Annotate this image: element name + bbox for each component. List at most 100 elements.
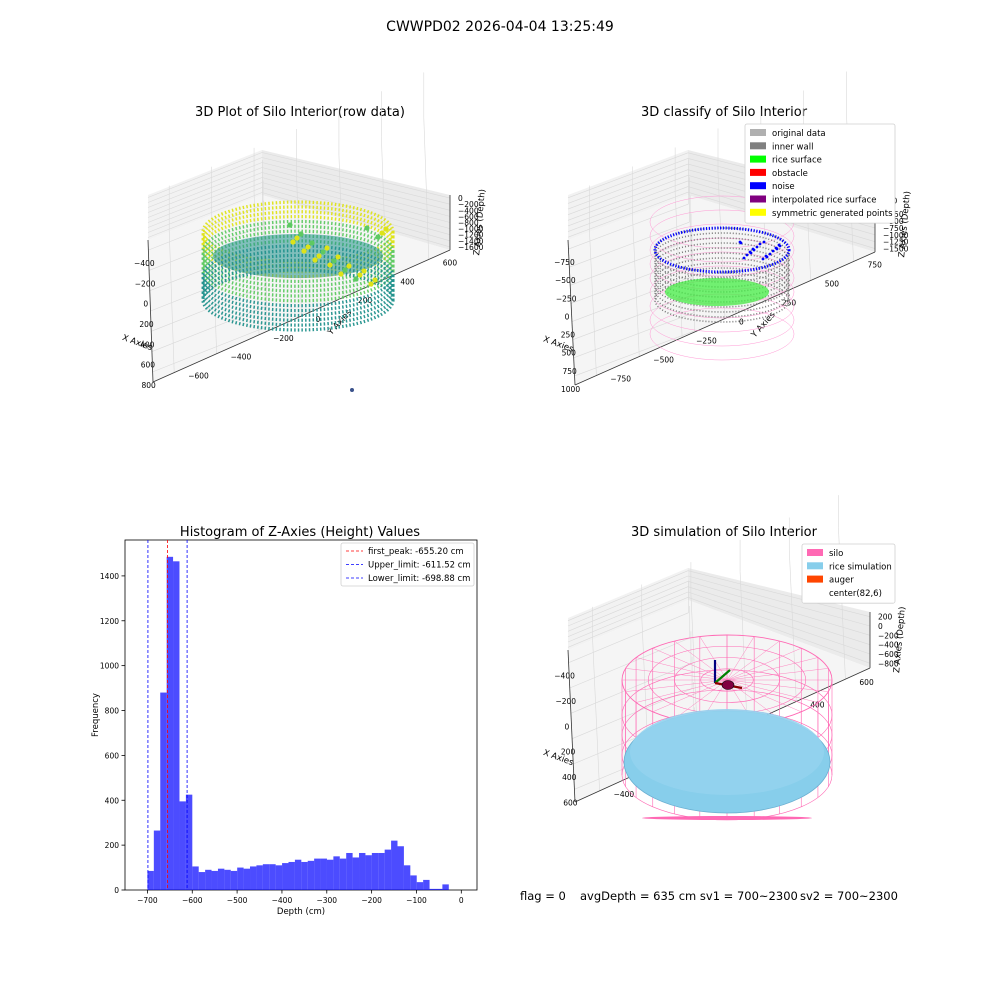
x-tick-label: 500 [562,349,577,358]
histogram-bar [378,852,385,890]
histogram-bar [262,864,270,890]
histogram-bar [224,869,231,890]
rice-point [320,249,326,255]
rice-point [287,222,293,228]
silo-roof-spoke [625,668,728,681]
rice-point [338,271,344,277]
rice-point [372,277,378,283]
z-grid-line-side [687,570,871,617]
symmetric-ring [649,209,795,263]
raw-3d-scene: −400−2000200400600800−600−400−2000200400… [121,72,488,392]
legend-swatch [750,208,766,216]
histogram-bar [352,857,360,890]
z-tick-label: −1500 [883,245,909,254]
histogram-bar [307,860,315,890]
rice-point [301,248,307,254]
x-grid-line [152,326,267,373]
noise-point [762,240,766,244]
x-tick-label: −500 [555,276,576,285]
z-grid-line-side [261,152,451,199]
z-grid-line [567,575,689,627]
z-tick-label: −1600 [458,243,484,252]
silo-roof-spoke [726,636,755,681]
rice-point [342,267,348,273]
y-grid-line [592,638,600,791]
x-tick-label: 1000 [561,385,580,394]
x-tick-label: 0 [565,722,570,731]
x-grid-line [571,688,693,739]
z-grid-line [567,186,689,232]
rice-point [290,239,296,245]
x-axis-line [567,239,576,386]
y-tick-label: 200 [358,296,373,305]
rice-point [331,258,337,264]
x-grid-line [150,265,265,312]
z-grid-line [147,162,263,208]
legend-label: interpolated rice surface [772,196,877,206]
noise-point [755,245,759,249]
noise-point [739,241,743,245]
panel-simulation-title: 3D simulation of Silo Interior [631,525,818,540]
auger-marker [721,680,735,690]
noise-point [771,249,775,253]
histogram-bar [391,840,398,890]
z-tick-label: −800 [458,219,479,228]
y-grid-line [168,230,175,373]
x-tick-label: −400 [134,259,155,268]
histogram-bar [282,863,289,890]
noise-point [758,242,762,246]
z-grid-line-side [687,575,871,627]
noise-point [745,253,749,257]
silo-roof-spoke [652,679,728,713]
y-tick-label: 250 [782,299,797,308]
x-tick-label: 400 [140,340,155,349]
histogram-bar [346,852,353,890]
footer-flag: flag = 0 [520,889,566,903]
histogram-bar [435,888,443,890]
histogram-bar [153,830,161,890]
legend-label: Upper_limit: -611.52 cm [368,561,471,571]
z-tick-label: −400 [458,206,479,215]
noise-ring [653,226,791,274]
figure-suptitle: CWWPD02 2026-04-04 13:25:49 [386,19,614,35]
x-tick-label: −400 [554,672,575,681]
y-tick-label: 750 [868,261,883,270]
x-grid-line [151,286,266,332]
panel-raw-data: 3D Plot of Silo Interior(row data) −400−… [121,72,488,392]
rice-point [305,244,311,250]
outlier-point [350,388,354,392]
silo-roof-spoke [726,647,802,681]
rice-point [324,245,330,251]
z-grid-line [567,175,689,221]
x-tick-label: 250 [561,331,576,340]
y-axis-label: Frequency [91,693,101,737]
x-tick-label: −500 [227,896,248,905]
noise-point [778,244,782,248]
z-axis-label: Z Axies (Depth) [897,191,913,258]
y-tick-label: 500 [825,280,840,289]
x-axis-line [147,239,154,383]
histogram-bar [173,561,180,890]
y-tick-label: −400 [614,790,635,799]
inner-wall-ring [654,232,790,278]
x-tick-label: −600 [182,896,203,905]
y-tick-label: 1200 [100,617,119,626]
x-grid-line [571,276,693,322]
z-tick-label: 0 [878,622,883,631]
y-tick-label: 400 [105,796,120,805]
y-grid-line [589,230,597,376]
z-grid-line [147,187,263,233]
rice-point [335,254,341,260]
histogram-bar [211,870,218,890]
silo-roof-spoke [625,679,728,692]
z-axis-label: Z Axies (Depth) [892,606,908,673]
y-tick-label: −500 [653,356,674,365]
legend-swatch [750,168,766,176]
y-tick-label: 0 [739,318,744,327]
inner-wall-ring [654,257,790,303]
histogram-bar [326,859,334,890]
z-grid-line [567,597,689,648]
z-tick-label: 0 [458,194,463,203]
x-tick-label: 600 [563,798,578,807]
histogram-bar [243,868,251,890]
